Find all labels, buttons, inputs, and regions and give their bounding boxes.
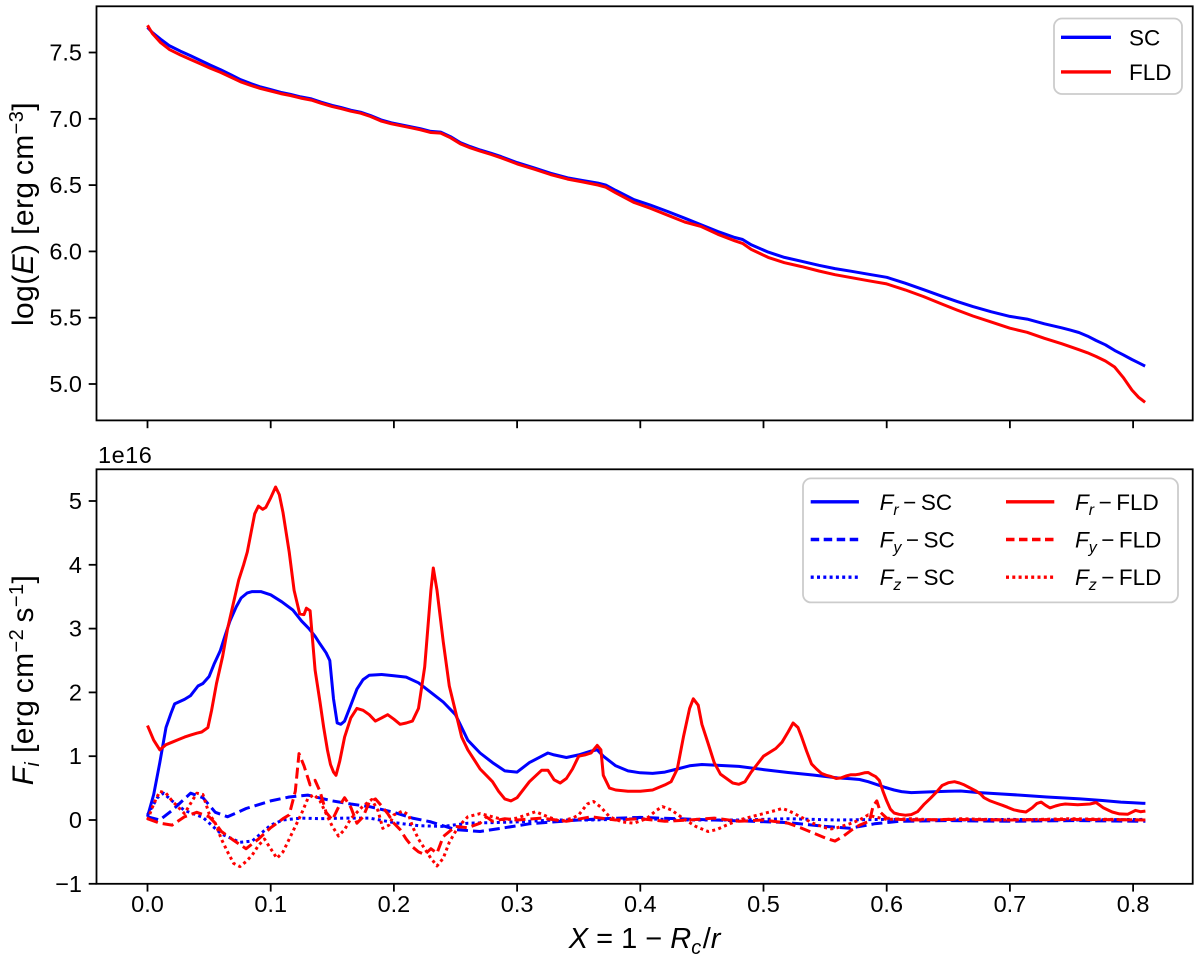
svg-text:Fr − SC: Fr − SC	[880, 490, 952, 519]
svg-text:2: 2	[69, 679, 82, 705]
svg-text:6.5: 6.5	[49, 172, 82, 198]
svg-text:SC: SC	[1129, 25, 1160, 50]
svg-text:0: 0	[69, 807, 82, 833]
svg-text:0.4: 0.4	[624, 891, 657, 917]
svg-text:7.0: 7.0	[49, 106, 82, 132]
svg-text:7.5: 7.5	[49, 40, 82, 66]
svg-text:0.1: 0.1	[254, 891, 287, 917]
svg-text:Fr − FLD: Fr − FLD	[1075, 490, 1159, 519]
svg-text:Fi [erg cm−2 s−1]: Fi [erg cm−2 s−1]	[6, 575, 44, 786]
svg-text:4: 4	[69, 552, 82, 578]
svg-text:Fy − FLD: Fy − FLD	[1075, 528, 1161, 557]
svg-text:0.5: 0.5	[747, 891, 780, 917]
svg-text:5.5: 5.5	[49, 305, 82, 331]
svg-text:0.3: 0.3	[501, 891, 534, 917]
svg-text:0.8: 0.8	[1117, 891, 1150, 917]
svg-text:0.6: 0.6	[870, 891, 903, 917]
svg-text:Fz − FLD: Fz − FLD	[1075, 565, 1161, 594]
svg-text:FLD: FLD	[1129, 60, 1172, 85]
svg-text:5: 5	[69, 488, 82, 514]
svg-text:0.2: 0.2	[378, 891, 411, 917]
svg-text:1e16: 1e16	[98, 442, 152, 468]
svg-text:−1: −1	[55, 871, 82, 897]
svg-text:Fy − SC: Fy − SC	[880, 528, 955, 557]
svg-text:3: 3	[69, 616, 82, 642]
svg-text:Fz − SC: Fz − SC	[880, 565, 955, 594]
svg-text:0.7: 0.7	[994, 891, 1027, 917]
svg-text:5.0: 5.0	[49, 371, 82, 397]
svg-text:6.0: 6.0	[49, 238, 82, 264]
svg-text:log(E) [erg cm−3]: log(E) [erg cm−3]	[6, 102, 40, 326]
svg-text:0.0: 0.0	[131, 891, 164, 917]
svg-text:1: 1	[69, 743, 82, 769]
